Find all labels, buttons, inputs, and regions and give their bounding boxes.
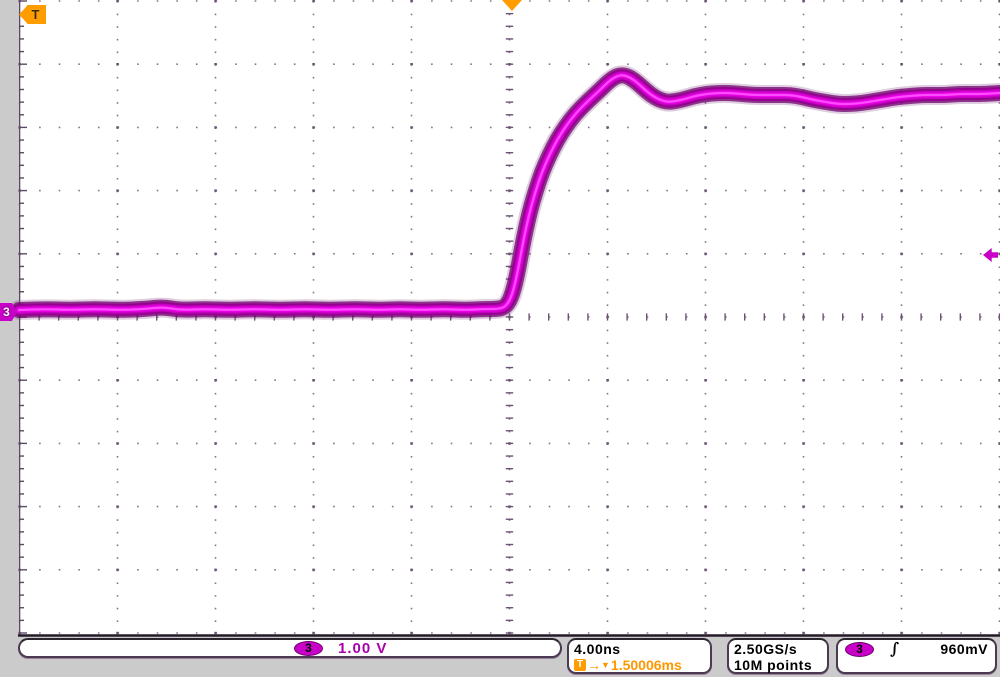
trigger-level-value: 960mV bbox=[940, 641, 988, 657]
trigger-source-marker[interactable]: T bbox=[19, 5, 46, 24]
trigger-t-icon: T bbox=[574, 659, 586, 671]
arrow-right-icon: → bbox=[587, 657, 601, 673]
trigger-position-icon[interactable] bbox=[502, 0, 522, 11]
channel3-label: 3 bbox=[3, 305, 10, 319]
trigger-delay-value: 1.50006ms bbox=[610, 657, 682, 673]
horizontal-readout[interactable]: 4.00ns T → ▼ 1.50006ms bbox=[567, 638, 712, 674]
trigger-delay-row: T → ▼ 1.50006ms bbox=[574, 657, 705, 673]
trigger-source-label: T bbox=[31, 7, 40, 22]
trigger-channel-badge: 3 bbox=[845, 641, 874, 657]
channel-scale-readout[interactable]: 3 1.00 V bbox=[18, 638, 562, 658]
sample-rate-value: 2.50GS/s bbox=[734, 641, 798, 657]
rising-edge-slope-icon: ∫ bbox=[890, 639, 900, 658]
record-length-value: 10M points bbox=[734, 657, 813, 673]
trigger-readout[interactable]: 3 ∫ 960mV bbox=[836, 638, 997, 674]
vertical-scale-value: 1.00 V bbox=[338, 639, 388, 657]
timebase-value: 4.00ns bbox=[574, 641, 621, 657]
channel3-ground-marker[interactable]: 3 bbox=[0, 303, 17, 321]
channel3-badge: 3 bbox=[294, 640, 323, 656]
trigger-readout-row: 3 ∫ 960mV bbox=[845, 641, 988, 657]
delay-marker-icon: ▼ bbox=[601, 660, 610, 670]
acquisition-readout[interactable]: 2.50GS/s 10M points bbox=[727, 638, 829, 674]
status-bar: 3 1.00 V 4.00ns T → ▼ 1.50006ms 2.50GS/s… bbox=[0, 637, 1000, 677]
